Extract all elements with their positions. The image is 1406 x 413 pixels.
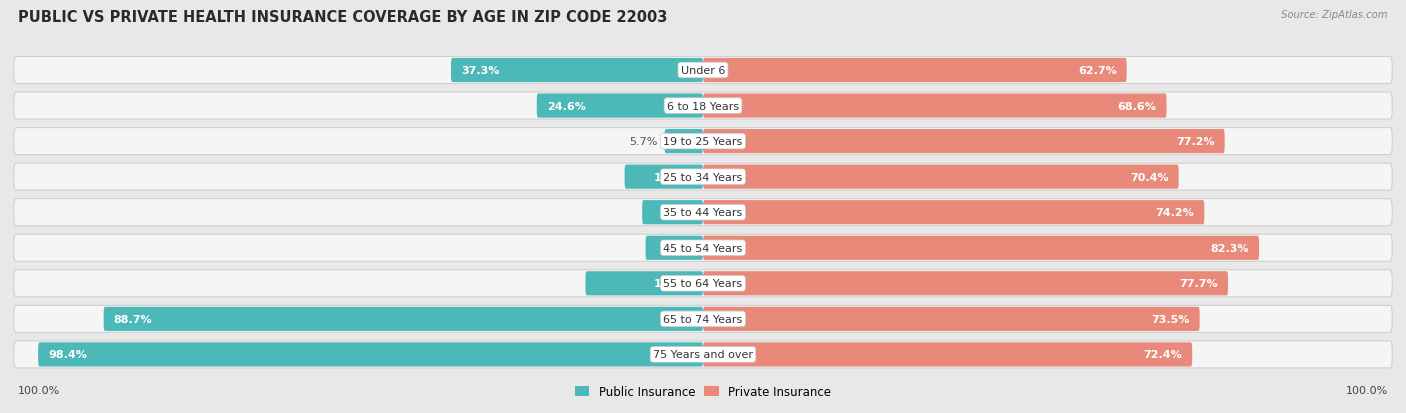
FancyBboxPatch shape xyxy=(451,59,703,83)
FancyBboxPatch shape xyxy=(703,59,1126,83)
Text: 68.6%: 68.6% xyxy=(1118,101,1156,111)
FancyBboxPatch shape xyxy=(38,342,703,367)
FancyBboxPatch shape xyxy=(14,341,1392,368)
Text: PUBLIC VS PRIVATE HEALTH INSURANCE COVERAGE BY AGE IN ZIP CODE 22003: PUBLIC VS PRIVATE HEALTH INSURANCE COVER… xyxy=(18,10,668,25)
FancyBboxPatch shape xyxy=(703,201,1205,225)
Text: Source: ZipAtlas.com: Source: ZipAtlas.com xyxy=(1281,10,1388,20)
Text: 73.5%: 73.5% xyxy=(1152,314,1189,324)
Text: 72.4%: 72.4% xyxy=(1143,349,1182,360)
FancyBboxPatch shape xyxy=(665,130,703,154)
Text: 11.6%: 11.6% xyxy=(654,172,693,182)
FancyBboxPatch shape xyxy=(14,57,1392,84)
FancyBboxPatch shape xyxy=(643,201,703,225)
FancyBboxPatch shape xyxy=(703,272,1227,296)
Text: 98.4%: 98.4% xyxy=(48,349,87,360)
Text: 37.3%: 37.3% xyxy=(461,66,499,76)
FancyBboxPatch shape xyxy=(624,165,703,189)
Text: 74.2%: 74.2% xyxy=(1156,208,1194,218)
FancyBboxPatch shape xyxy=(14,164,1392,191)
FancyBboxPatch shape xyxy=(703,94,1167,119)
FancyBboxPatch shape xyxy=(14,235,1392,262)
FancyBboxPatch shape xyxy=(14,199,1392,226)
Text: 25 to 34 Years: 25 to 34 Years xyxy=(664,172,742,182)
FancyBboxPatch shape xyxy=(703,307,1199,331)
Legend: Public Insurance, Private Insurance: Public Insurance, Private Insurance xyxy=(571,381,835,403)
Text: 45 to 54 Years: 45 to 54 Years xyxy=(664,243,742,253)
Text: 65 to 74 Years: 65 to 74 Years xyxy=(664,314,742,324)
FancyBboxPatch shape xyxy=(703,130,1225,154)
FancyBboxPatch shape xyxy=(703,342,1192,367)
Text: 9.0%: 9.0% xyxy=(662,208,693,218)
Text: 8.5%: 8.5% xyxy=(662,243,693,253)
Text: 6 to 18 Years: 6 to 18 Years xyxy=(666,101,740,111)
Text: 35 to 44 Years: 35 to 44 Years xyxy=(664,208,742,218)
FancyBboxPatch shape xyxy=(537,94,703,119)
Text: 100.0%: 100.0% xyxy=(1346,385,1388,395)
Text: 5.7%: 5.7% xyxy=(630,137,658,147)
Text: 70.4%: 70.4% xyxy=(1130,172,1168,182)
FancyBboxPatch shape xyxy=(104,307,703,331)
Text: 17.4%: 17.4% xyxy=(654,279,693,289)
Text: 88.7%: 88.7% xyxy=(114,314,152,324)
FancyBboxPatch shape xyxy=(14,270,1392,297)
FancyBboxPatch shape xyxy=(645,236,703,260)
Text: 75 Years and over: 75 Years and over xyxy=(652,349,754,360)
FancyBboxPatch shape xyxy=(703,236,1260,260)
Text: 19 to 25 Years: 19 to 25 Years xyxy=(664,137,742,147)
Text: 82.3%: 82.3% xyxy=(1211,243,1249,253)
Text: 100.0%: 100.0% xyxy=(18,385,60,395)
FancyBboxPatch shape xyxy=(14,128,1392,155)
Text: 77.7%: 77.7% xyxy=(1180,279,1218,289)
Text: Under 6: Under 6 xyxy=(681,66,725,76)
Text: 77.2%: 77.2% xyxy=(1175,137,1215,147)
Text: 55 to 64 Years: 55 to 64 Years xyxy=(664,279,742,289)
FancyBboxPatch shape xyxy=(703,165,1178,189)
Text: 62.7%: 62.7% xyxy=(1078,66,1116,76)
Text: 24.6%: 24.6% xyxy=(547,101,586,111)
FancyBboxPatch shape xyxy=(14,306,1392,332)
FancyBboxPatch shape xyxy=(14,93,1392,120)
FancyBboxPatch shape xyxy=(585,272,703,296)
